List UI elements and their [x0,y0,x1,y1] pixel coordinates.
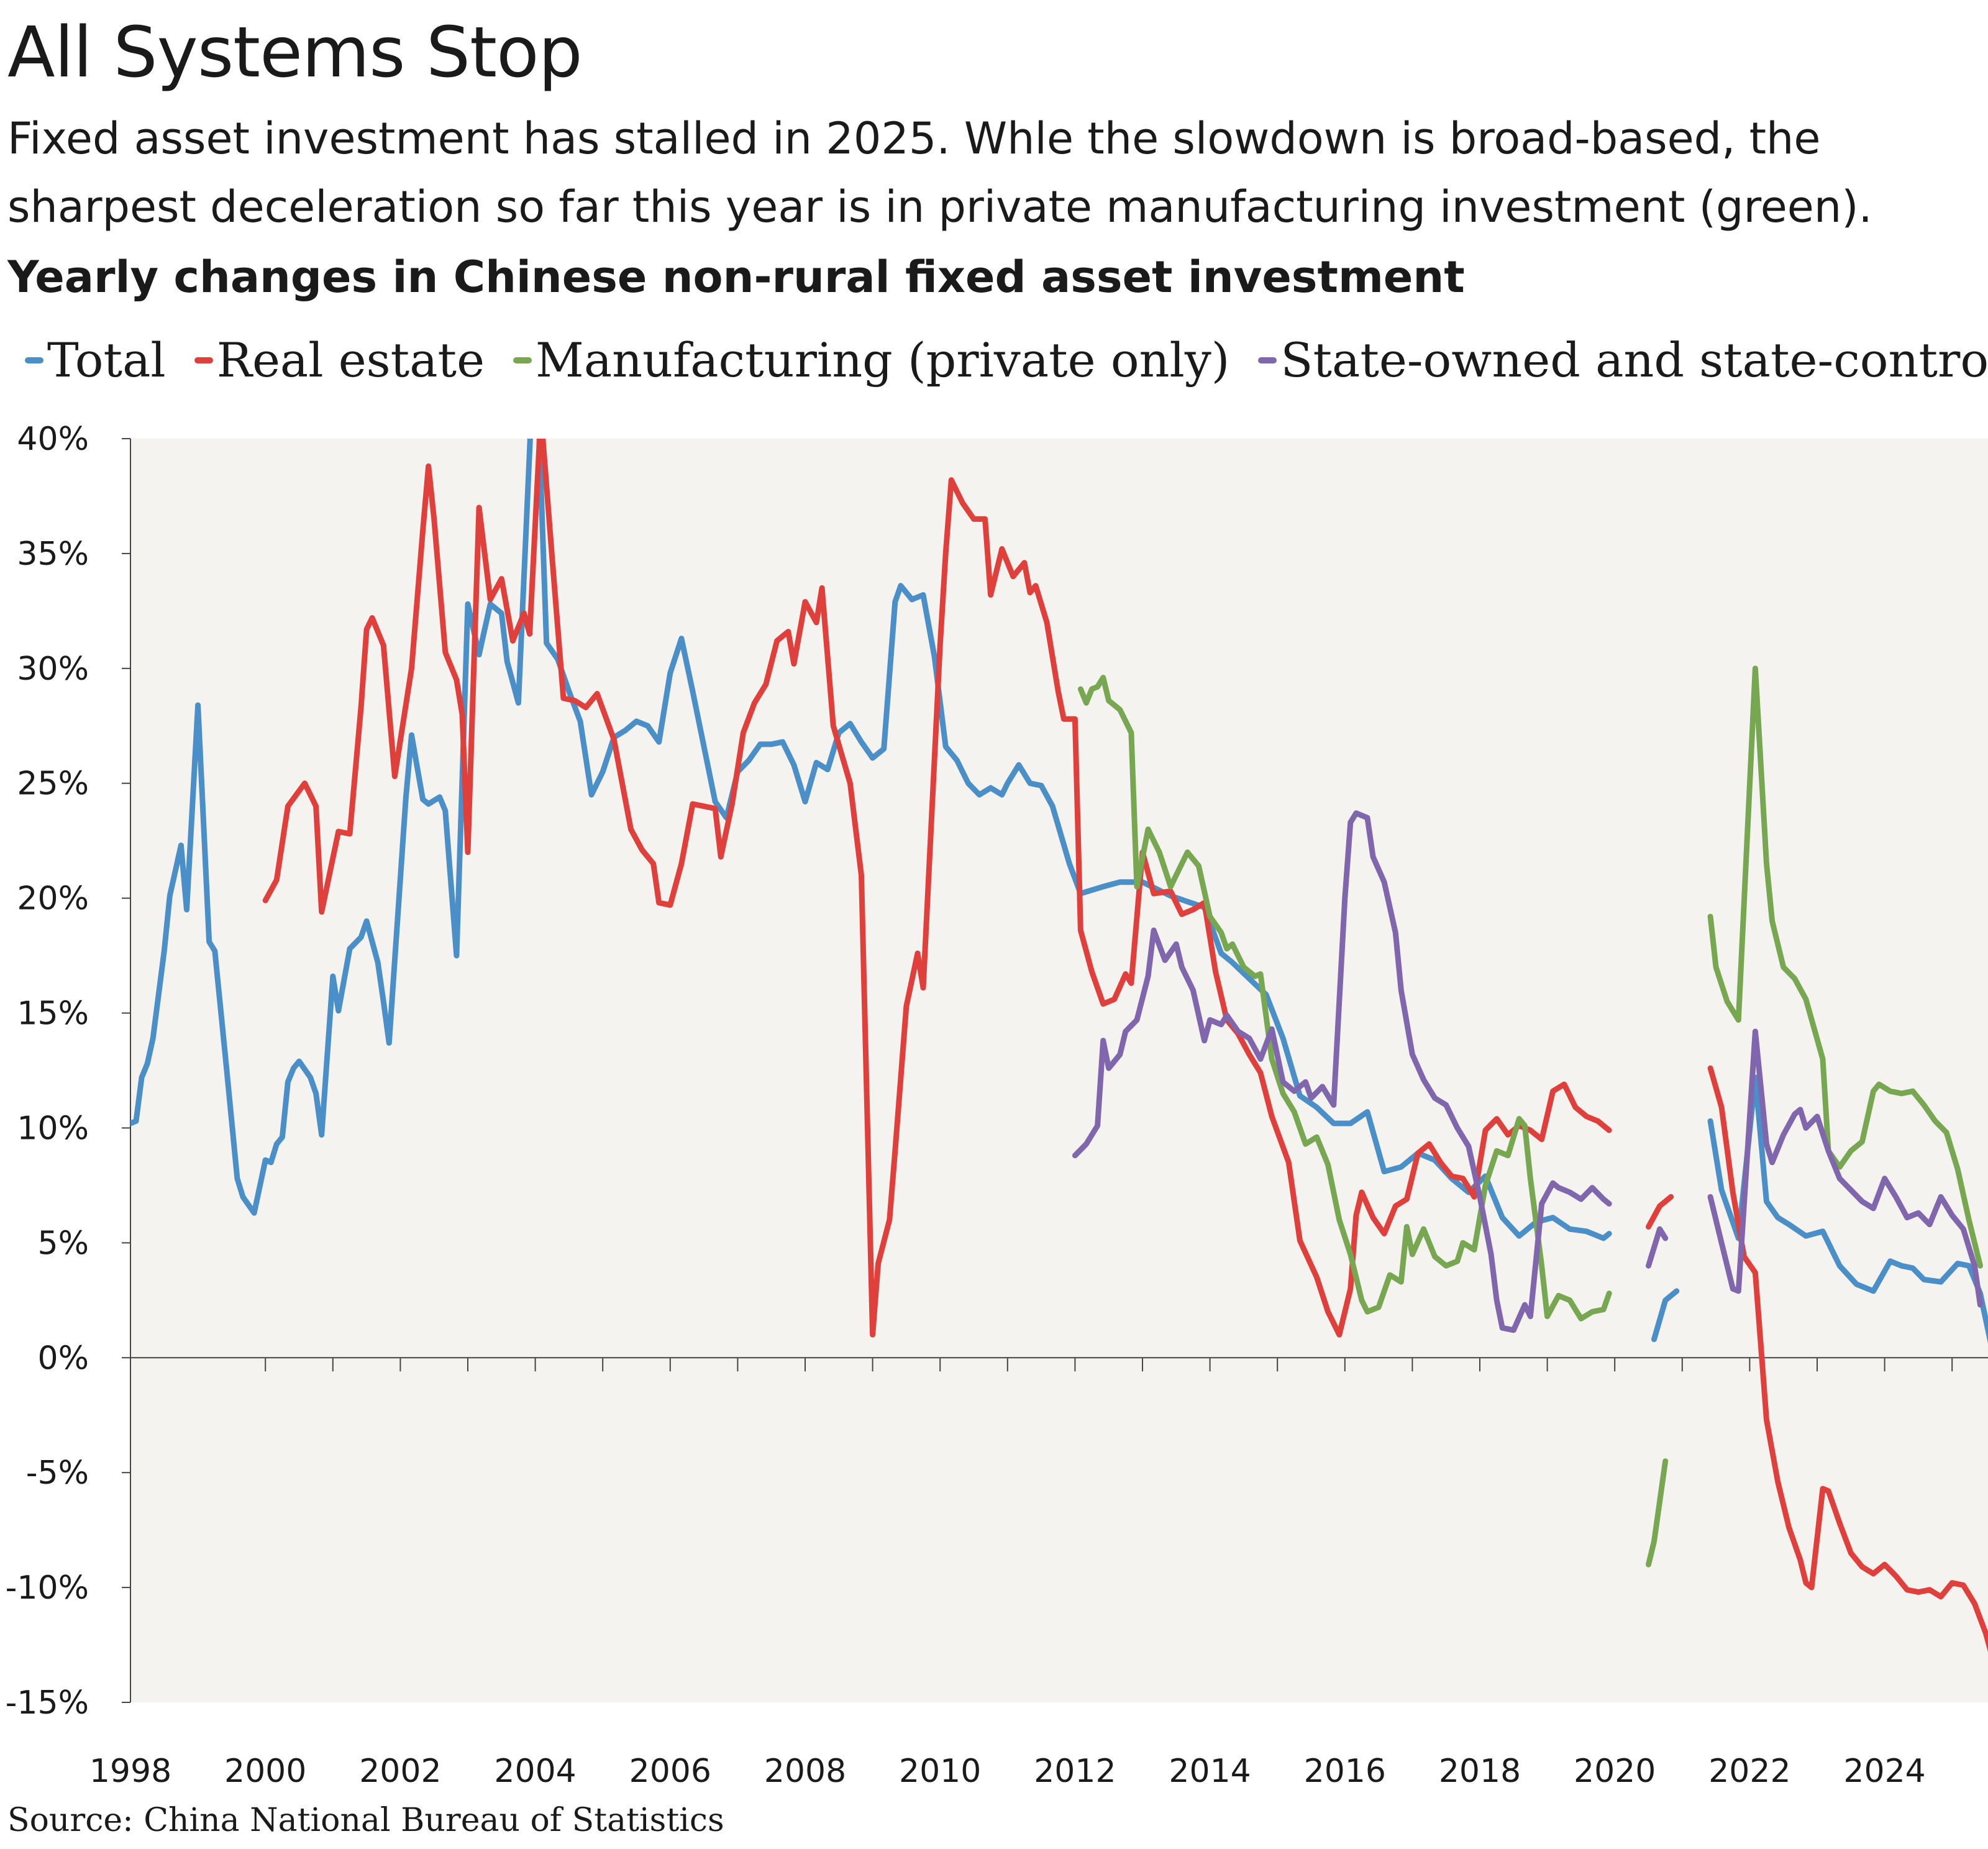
series-lines [130,439,1988,1653]
legend: Total Real estate Manufacturing (private… [25,332,1988,388]
x-axis: 1998 2000 2002 2004 2006 2008 2010 2012 2014 2016… [89,1358,1953,1790]
x-tick-label: 2000 [224,1753,306,1790]
y-tick-label: 15% [17,995,89,1033]
y-tick-label: -10% [6,1569,89,1607]
source-note: Source: China National Bureau of Statist… [7,1802,724,1839]
y-tick-label: 10% [17,1110,89,1147]
x-tick-label: 2008 [764,1753,846,1790]
chart-heading: Yearly changes in Chinese non-rural fixe… [7,252,1465,303]
y-tick-label: 25% [17,765,89,803]
x-tick-label: 2018 [1439,1753,1521,1790]
x-tick-label: 2004 [494,1753,576,1790]
series-line-manufacturing-private-only [1077,665,1983,1568]
legend-label-total: Total [47,332,166,388]
x-tick-label: 2016 [1304,1753,1386,1790]
y-axis: 40% 35% 30% 25% 20% 15% 10% 5% 0% -5% -10% -15% [6,421,1988,1722]
legend-item-real-estate: Real estate [194,332,485,388]
chart-subtitle: Fixed asset investment has stalled in 20… [7,113,1872,232]
series-line-real-estate [262,439,1988,1653]
y-tick-label: -15% [6,1684,89,1722]
series-line-state-owned-and-state-controlled [1072,810,1983,1333]
x-tick-label: 2022 [1708,1753,1790,1790]
x-tick-label: 2010 [899,1753,981,1790]
legend-label-manufacturing: Manufacturing (private only) [536,332,1230,388]
x-tick-label: 2020 [1574,1753,1656,1790]
y-tick-label: 20% [17,880,89,918]
x-tick-label: 1998 [89,1753,171,1790]
legend-swatch-state-owned [1258,357,1277,363]
legend-swatch-manufacturing [513,357,532,363]
x-tick-label: 2024 [1843,1753,1925,1790]
y-tick-label: -5% [26,1454,89,1492]
legend-label-state-owned: State-owned and state-controlled [1280,332,1988,388]
y-tick-label: 0% [38,1340,89,1377]
legend-item-state-owned: State-owned and state-controlled [1258,332,1988,388]
chart-title: All Systems Stop [7,12,583,93]
legend-item-manufacturing: Manufacturing (private only) [513,332,1229,388]
x-tick-label: 2006 [629,1753,711,1790]
legend-swatch-real-estate [194,357,213,363]
legend-swatch-total [25,357,43,363]
plot-background [130,439,1988,1702]
y-tick-label: 30% [17,651,89,688]
x-tick-label: 2014 [1169,1753,1251,1790]
y-tick-label: 40% [17,421,89,458]
x-tick-label: 2012 [1034,1753,1116,1790]
legend-label-real-estate: Real estate [216,332,485,388]
y-tick-label: 5% [38,1225,89,1262]
y-tick-label: 35% [17,536,89,573]
legend-item-total: Total [25,332,166,388]
x-tick-label: 2002 [359,1753,441,1790]
